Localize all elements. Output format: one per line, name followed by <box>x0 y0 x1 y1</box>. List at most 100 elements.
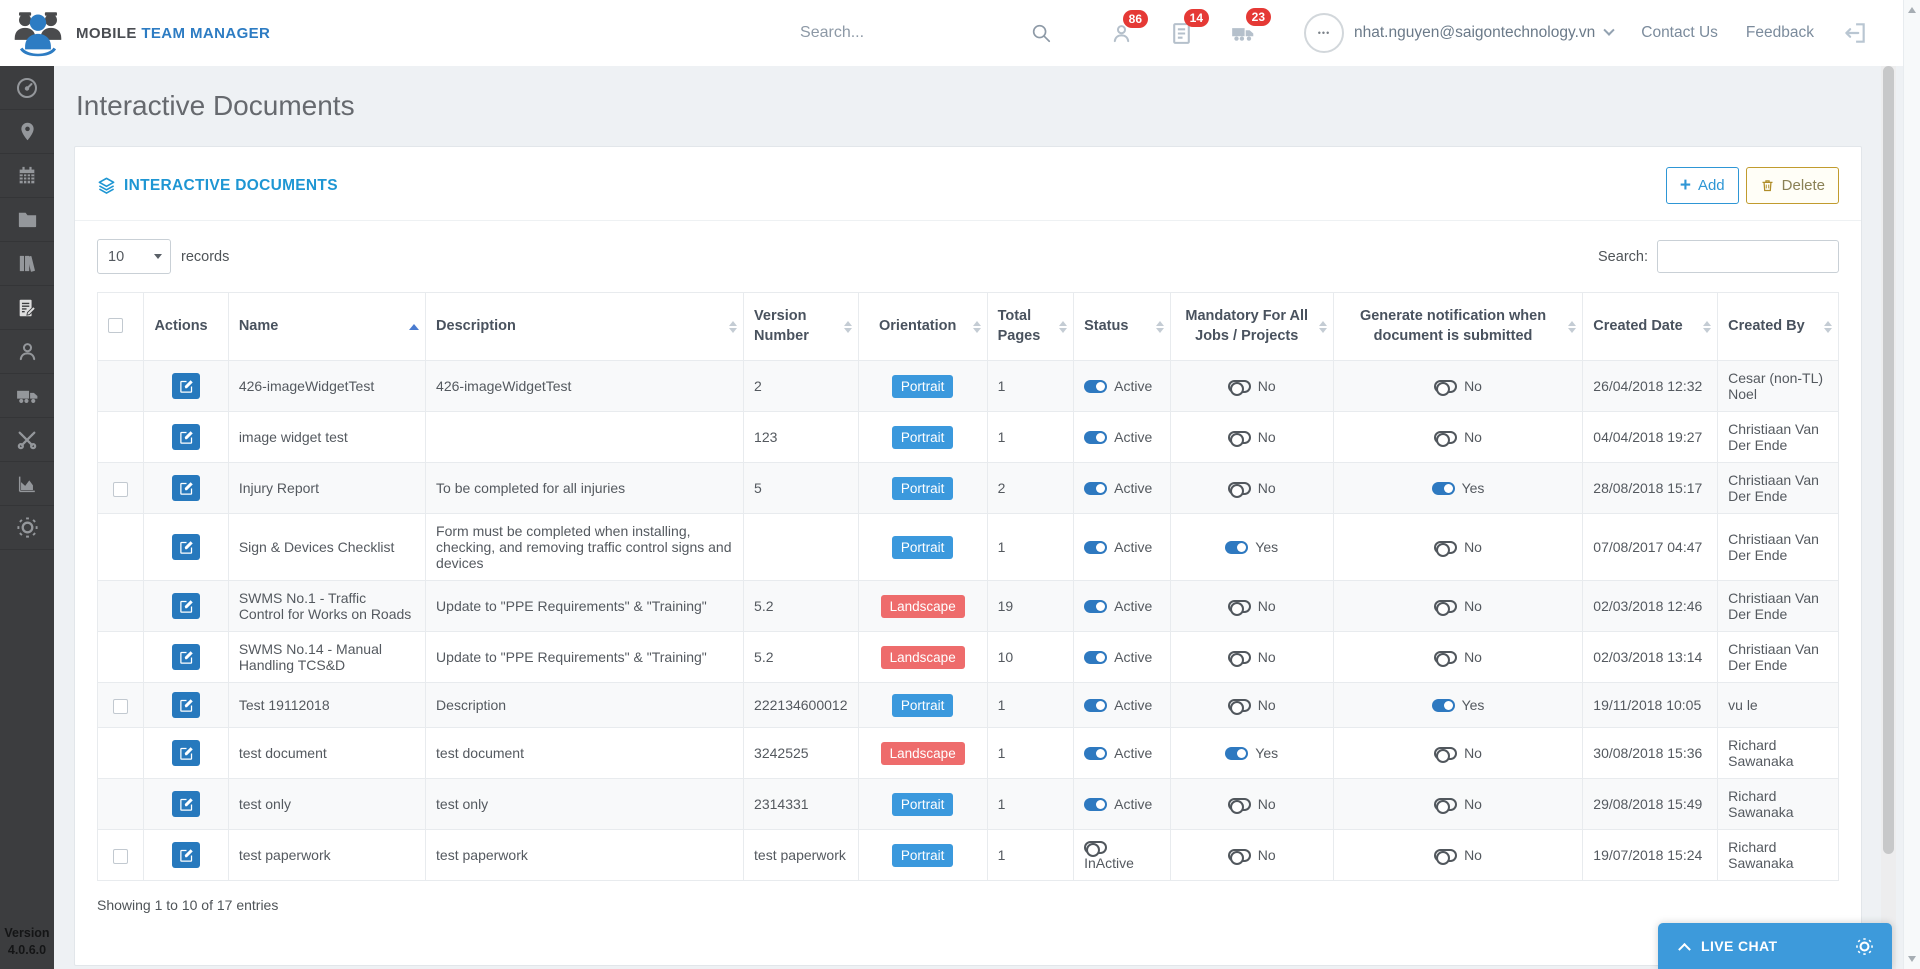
logout-icon[interactable] <box>1842 20 1868 46</box>
sidebar-item-library[interactable] <box>0 242 54 286</box>
select-all-checkbox[interactable] <box>108 318 123 333</box>
edit-button[interactable] <box>172 692 200 718</box>
toggle-off-icon[interactable] <box>1434 849 1457 862</box>
toggle-off-icon[interactable] <box>1434 431 1457 444</box>
column-header-created-date[interactable]: Created Date <box>1583 293 1718 361</box>
search-icon[interactable] <box>1030 22 1052 44</box>
sort-icon[interactable] <box>1156 321 1164 333</box>
cell-name: SWMS No.14 - Manual Handling TCS&D <box>228 632 425 683</box>
toggle-off-icon[interactable] <box>1434 600 1457 613</box>
column-header-total-pages[interactable]: Total Pages <box>987 293 1074 361</box>
sort-icon[interactable] <box>973 321 981 333</box>
toggle-off-icon[interactable] <box>1228 600 1251 613</box>
sort-ascending-icon[interactable] <box>409 324 419 330</box>
toggle-off-icon[interactable] <box>1434 380 1457 393</box>
toggle-on-icon[interactable] <box>1084 380 1107 393</box>
sort-icon[interactable] <box>1824 321 1832 333</box>
toggle-on-icon[interactable] <box>1432 482 1455 495</box>
toggle-off-icon[interactable] <box>1228 798 1251 811</box>
column-header-status[interactable]: Status <box>1074 293 1171 361</box>
notification-truck[interactable]: 23 <box>1230 20 1256 46</box>
toggle-off-icon[interactable] <box>1228 699 1251 712</box>
notification-users[interactable]: 86 <box>1110 22 1133 45</box>
toggle-on-icon[interactable] <box>1084 600 1107 613</box>
edit-button[interactable] <box>172 475 200 501</box>
sort-icon[interactable] <box>1059 321 1067 333</box>
user-menu[interactable]: ••• nhat.nguyen@saigontechnology.vn <box>1304 13 1613 53</box>
toggle-on-icon[interactable] <box>1084 651 1107 664</box>
sidebar-item-folder[interactable] <box>0 198 54 242</box>
row-checkbox[interactable] <box>113 482 128 497</box>
toggle-on-icon[interactable] <box>1225 747 1248 760</box>
toggle-off-icon[interactable] <box>1228 482 1251 495</box>
records-per-page-select[interactable]: 10 <box>97 239 171 274</box>
edit-button[interactable] <box>172 644 200 670</box>
sidebar-item-dashboard[interactable] <box>0 66 54 110</box>
toggle-on-icon[interactable] <box>1084 482 1107 495</box>
content-scrollbar-thumb[interactable] <box>1883 66 1894 854</box>
toggle-off-icon[interactable] <box>1228 849 1251 862</box>
sidebar-item-interactive-documents[interactable] <box>0 286 54 330</box>
window-scrollbar[interactable] <box>1903 0 1920 969</box>
live-chat-gear-icon[interactable] <box>1855 937 1874 956</box>
toggle-off-icon[interactable] <box>1084 841 1107 854</box>
avatar[interactable]: ••• <box>1304 13 1344 53</box>
column-header-orientation[interactable]: Orientation <box>858 293 987 361</box>
sidebar-item-calendar[interactable] <box>0 154 54 198</box>
sidebar-item-users[interactable] <box>0 330 54 374</box>
edit-button[interactable] <box>172 373 200 399</box>
sort-icon[interactable] <box>729 321 737 333</box>
table-search-input[interactable] <box>1657 240 1839 273</box>
edit-button[interactable] <box>172 740 200 766</box>
notification-form[interactable]: 14 <box>1169 21 1194 46</box>
add-button[interactable]: +Add <box>1666 167 1739 204</box>
toggle-off-icon[interactable] <box>1228 651 1251 664</box>
sidebar-item-tools[interactable] <box>0 418 54 462</box>
sort-icon[interactable] <box>1319 321 1327 333</box>
app-logo[interactable]: MOBILE TEAM MANAGER <box>10 8 270 58</box>
toggle-on-icon[interactable] <box>1084 747 1107 760</box>
column-header-mandatory[interactable]: Mandatory For All Jobs / Projects <box>1170 293 1333 361</box>
toggle-on-icon[interactable] <box>1225 541 1248 554</box>
live-chat-bar[interactable]: LIVE CHAT <box>1658 923 1892 969</box>
toggle-off-icon[interactable] <box>1434 651 1457 664</box>
sort-icon[interactable] <box>1568 321 1576 333</box>
edit-button[interactable] <box>172 593 200 619</box>
delete-button[interactable]: Delete <box>1746 167 1839 204</box>
toggle-off-icon[interactable] <box>1434 747 1457 760</box>
toggle-off-icon[interactable] <box>1434 541 1457 554</box>
edit-button[interactable] <box>172 534 200 560</box>
toggle-on-icon[interactable] <box>1084 431 1107 444</box>
column-header-version-number[interactable]: Version Number <box>744 293 859 361</box>
content-scrollbar[interactable] <box>1881 66 1896 969</box>
column-header-generate-notification[interactable]: Generate notification when document is s… <box>1333 293 1583 361</box>
sidebar-item-location[interactable] <box>0 110 54 154</box>
global-search-input[interactable] <box>800 24 940 42</box>
toggle-on-icon[interactable] <box>1084 699 1107 712</box>
sort-icon[interactable] <box>844 321 852 333</box>
sort-icon[interactable] <box>1703 321 1711 333</box>
toggle-on-icon[interactable] <box>1084 798 1107 811</box>
scroll-down-arrow-icon[interactable] <box>1908 956 1916 962</box>
toggle-on-icon[interactable] <box>1084 541 1107 554</box>
feedback-link[interactable]: Feedback <box>1746 24 1814 42</box>
toggle-on-icon[interactable] <box>1432 699 1455 712</box>
column-header-description[interactable]: Description <box>426 293 744 361</box>
sidebar-item-vehicles[interactable] <box>0 374 54 418</box>
toggle-off-icon[interactable] <box>1228 380 1251 393</box>
column-header-select[interactable] <box>98 293 144 361</box>
row-checkbox[interactable] <box>113 699 128 714</box>
toggle-off-icon[interactable] <box>1434 798 1457 811</box>
sidebar-item-settings[interactable] <box>0 506 54 550</box>
row-checkbox[interactable] <box>113 849 128 864</box>
edit-button[interactable] <box>172 791 200 817</box>
edit-button[interactable] <box>172 842 200 868</box>
column-header-name[interactable]: Name <box>228 293 425 361</box>
scroll-up-arrow-icon[interactable] <box>1908 7 1916 13</box>
sidebar-item-reports[interactable] <box>0 462 54 506</box>
edit-button[interactable] <box>172 424 200 450</box>
contact-us-link[interactable]: Contact Us <box>1641 24 1718 42</box>
cell-total-pages: 1 <box>987 779 1074 830</box>
toggle-off-icon[interactable] <box>1228 431 1251 444</box>
column-header-created-by[interactable]: Created By <box>1718 293 1839 361</box>
